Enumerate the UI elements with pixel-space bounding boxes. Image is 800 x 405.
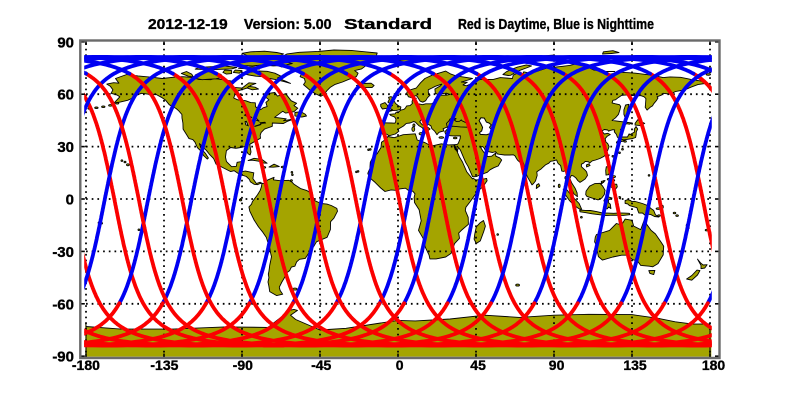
svg-text:0: 0 (66, 192, 74, 209)
svg-text:Version: 5.00: Version: 5.00 (244, 17, 332, 33)
svg-text:-30: -30 (52, 244, 74, 261)
svg-text:Standard: Standard (344, 17, 432, 33)
svg-text:-60: -60 (52, 296, 74, 313)
svg-text:30: 30 (57, 139, 74, 156)
svg-text:-90: -90 (233, 357, 253, 373)
svg-text:-90: -90 (52, 349, 74, 366)
svg-text:-135: -135 (150, 357, 178, 373)
svg-text:90: 90 (549, 357, 565, 373)
svg-text:180: 180 (702, 357, 726, 373)
svg-text:-180: -180 (72, 357, 100, 373)
svg-text:0: 0 (396, 357, 404, 373)
svg-text:-45: -45 (311, 357, 331, 373)
svg-text:2012-12-19: 2012-12-19 (148, 17, 228, 33)
svg-text:45: 45 (470, 357, 486, 373)
svg-text:135: 135 (623, 357, 647, 373)
svg-text:Red is Daytime, Blue is Nightt: Red is Daytime, Blue is Nighttime (458, 17, 654, 33)
svg-text:90: 90 (57, 34, 74, 51)
svg-text:60: 60 (57, 87, 74, 104)
